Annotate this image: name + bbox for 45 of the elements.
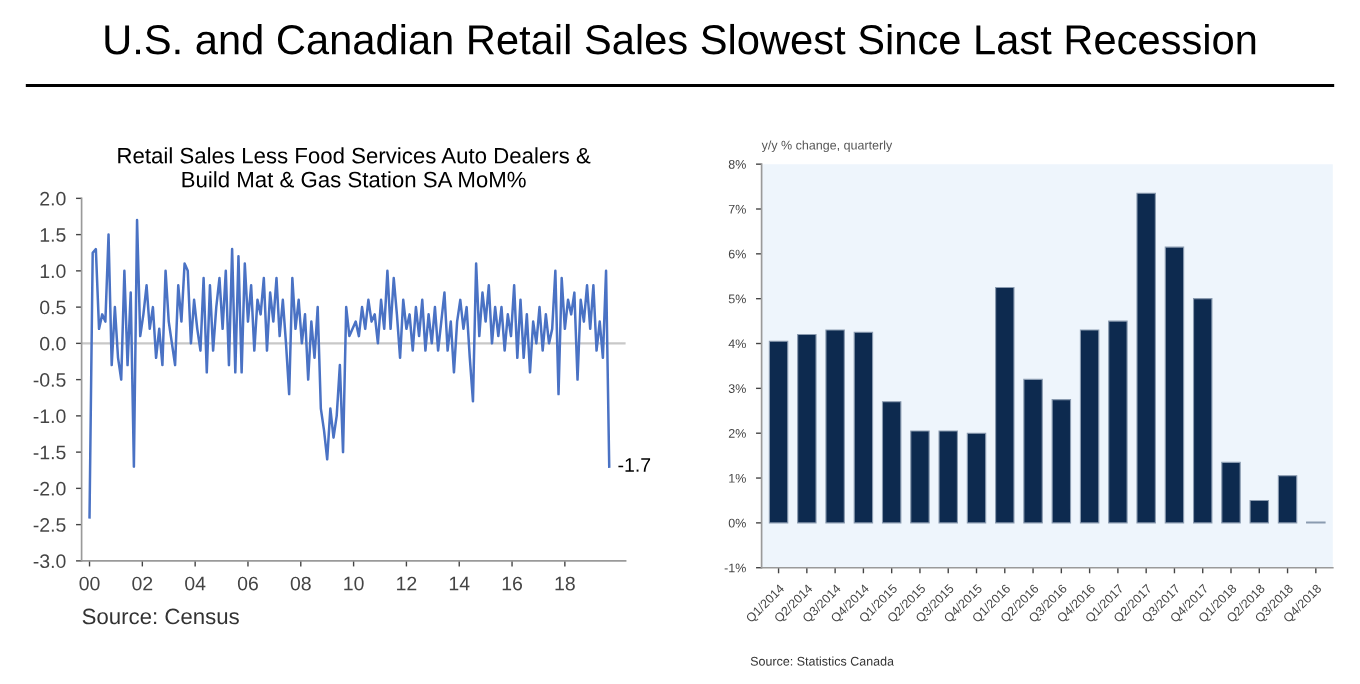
y-tick-label: 0.5 xyxy=(40,300,66,315)
x-tick-label: 04 xyxy=(185,576,206,591)
y-tick-label: -1.0 xyxy=(33,409,66,424)
y-tick-label: -0.5 xyxy=(33,373,66,387)
bar xyxy=(1221,461,1241,524)
bar xyxy=(938,430,958,524)
y-tick-label: 1.5 xyxy=(40,228,66,242)
y-tick-label: 2.0 xyxy=(40,191,66,206)
bar xyxy=(1079,329,1100,524)
bar xyxy=(1136,192,1156,524)
bar xyxy=(881,401,902,524)
y-tick-label: -2.5 xyxy=(33,518,66,532)
bar xyxy=(768,340,789,524)
x-tick-label: 00 xyxy=(79,576,100,591)
x-tick-label: 06 xyxy=(237,576,258,591)
bar xyxy=(966,432,987,524)
x-tick-label: 10 xyxy=(344,576,364,591)
x-tick-label: 14 xyxy=(449,576,470,591)
bar xyxy=(910,430,930,524)
bar xyxy=(995,286,1015,524)
bar xyxy=(1051,399,1072,524)
bar xyxy=(1192,298,1213,524)
x-tick-label: 08 xyxy=(290,576,311,591)
x-tick-label: 12 xyxy=(397,576,417,591)
source-note: Source: Census xyxy=(82,608,239,625)
x-tick-label: 02 xyxy=(132,576,153,591)
bar xyxy=(825,329,845,524)
y-tick-label: 0.0 xyxy=(40,336,66,351)
y-tick-label: -2.0 xyxy=(33,481,66,496)
x-tick-label: 18 xyxy=(555,576,575,591)
bar xyxy=(1249,499,1270,524)
bar xyxy=(853,331,874,524)
bar xyxy=(1277,475,1298,524)
y-tick-label: -1.5 xyxy=(33,445,66,460)
y-tick-label: -3.0 xyxy=(33,554,66,569)
line-series xyxy=(88,218,611,519)
chart-subtitle: Retail Sales Less Food Services Auto Dealers & Build Mat & Gas Station SA MoM% xyxy=(118,147,591,188)
bar xyxy=(1164,246,1185,524)
x-tick-label: 16 xyxy=(502,576,523,591)
chart-title: U.S. and Canadian Retail Sales Slowest Since Last Recession xyxy=(105,23,1256,55)
bar xyxy=(1108,320,1128,524)
bar xyxy=(1023,378,1043,524)
y-tick-label: 1.0 xyxy=(40,264,66,279)
annotation: -1.7 xyxy=(618,458,651,472)
bar xyxy=(797,333,817,524)
